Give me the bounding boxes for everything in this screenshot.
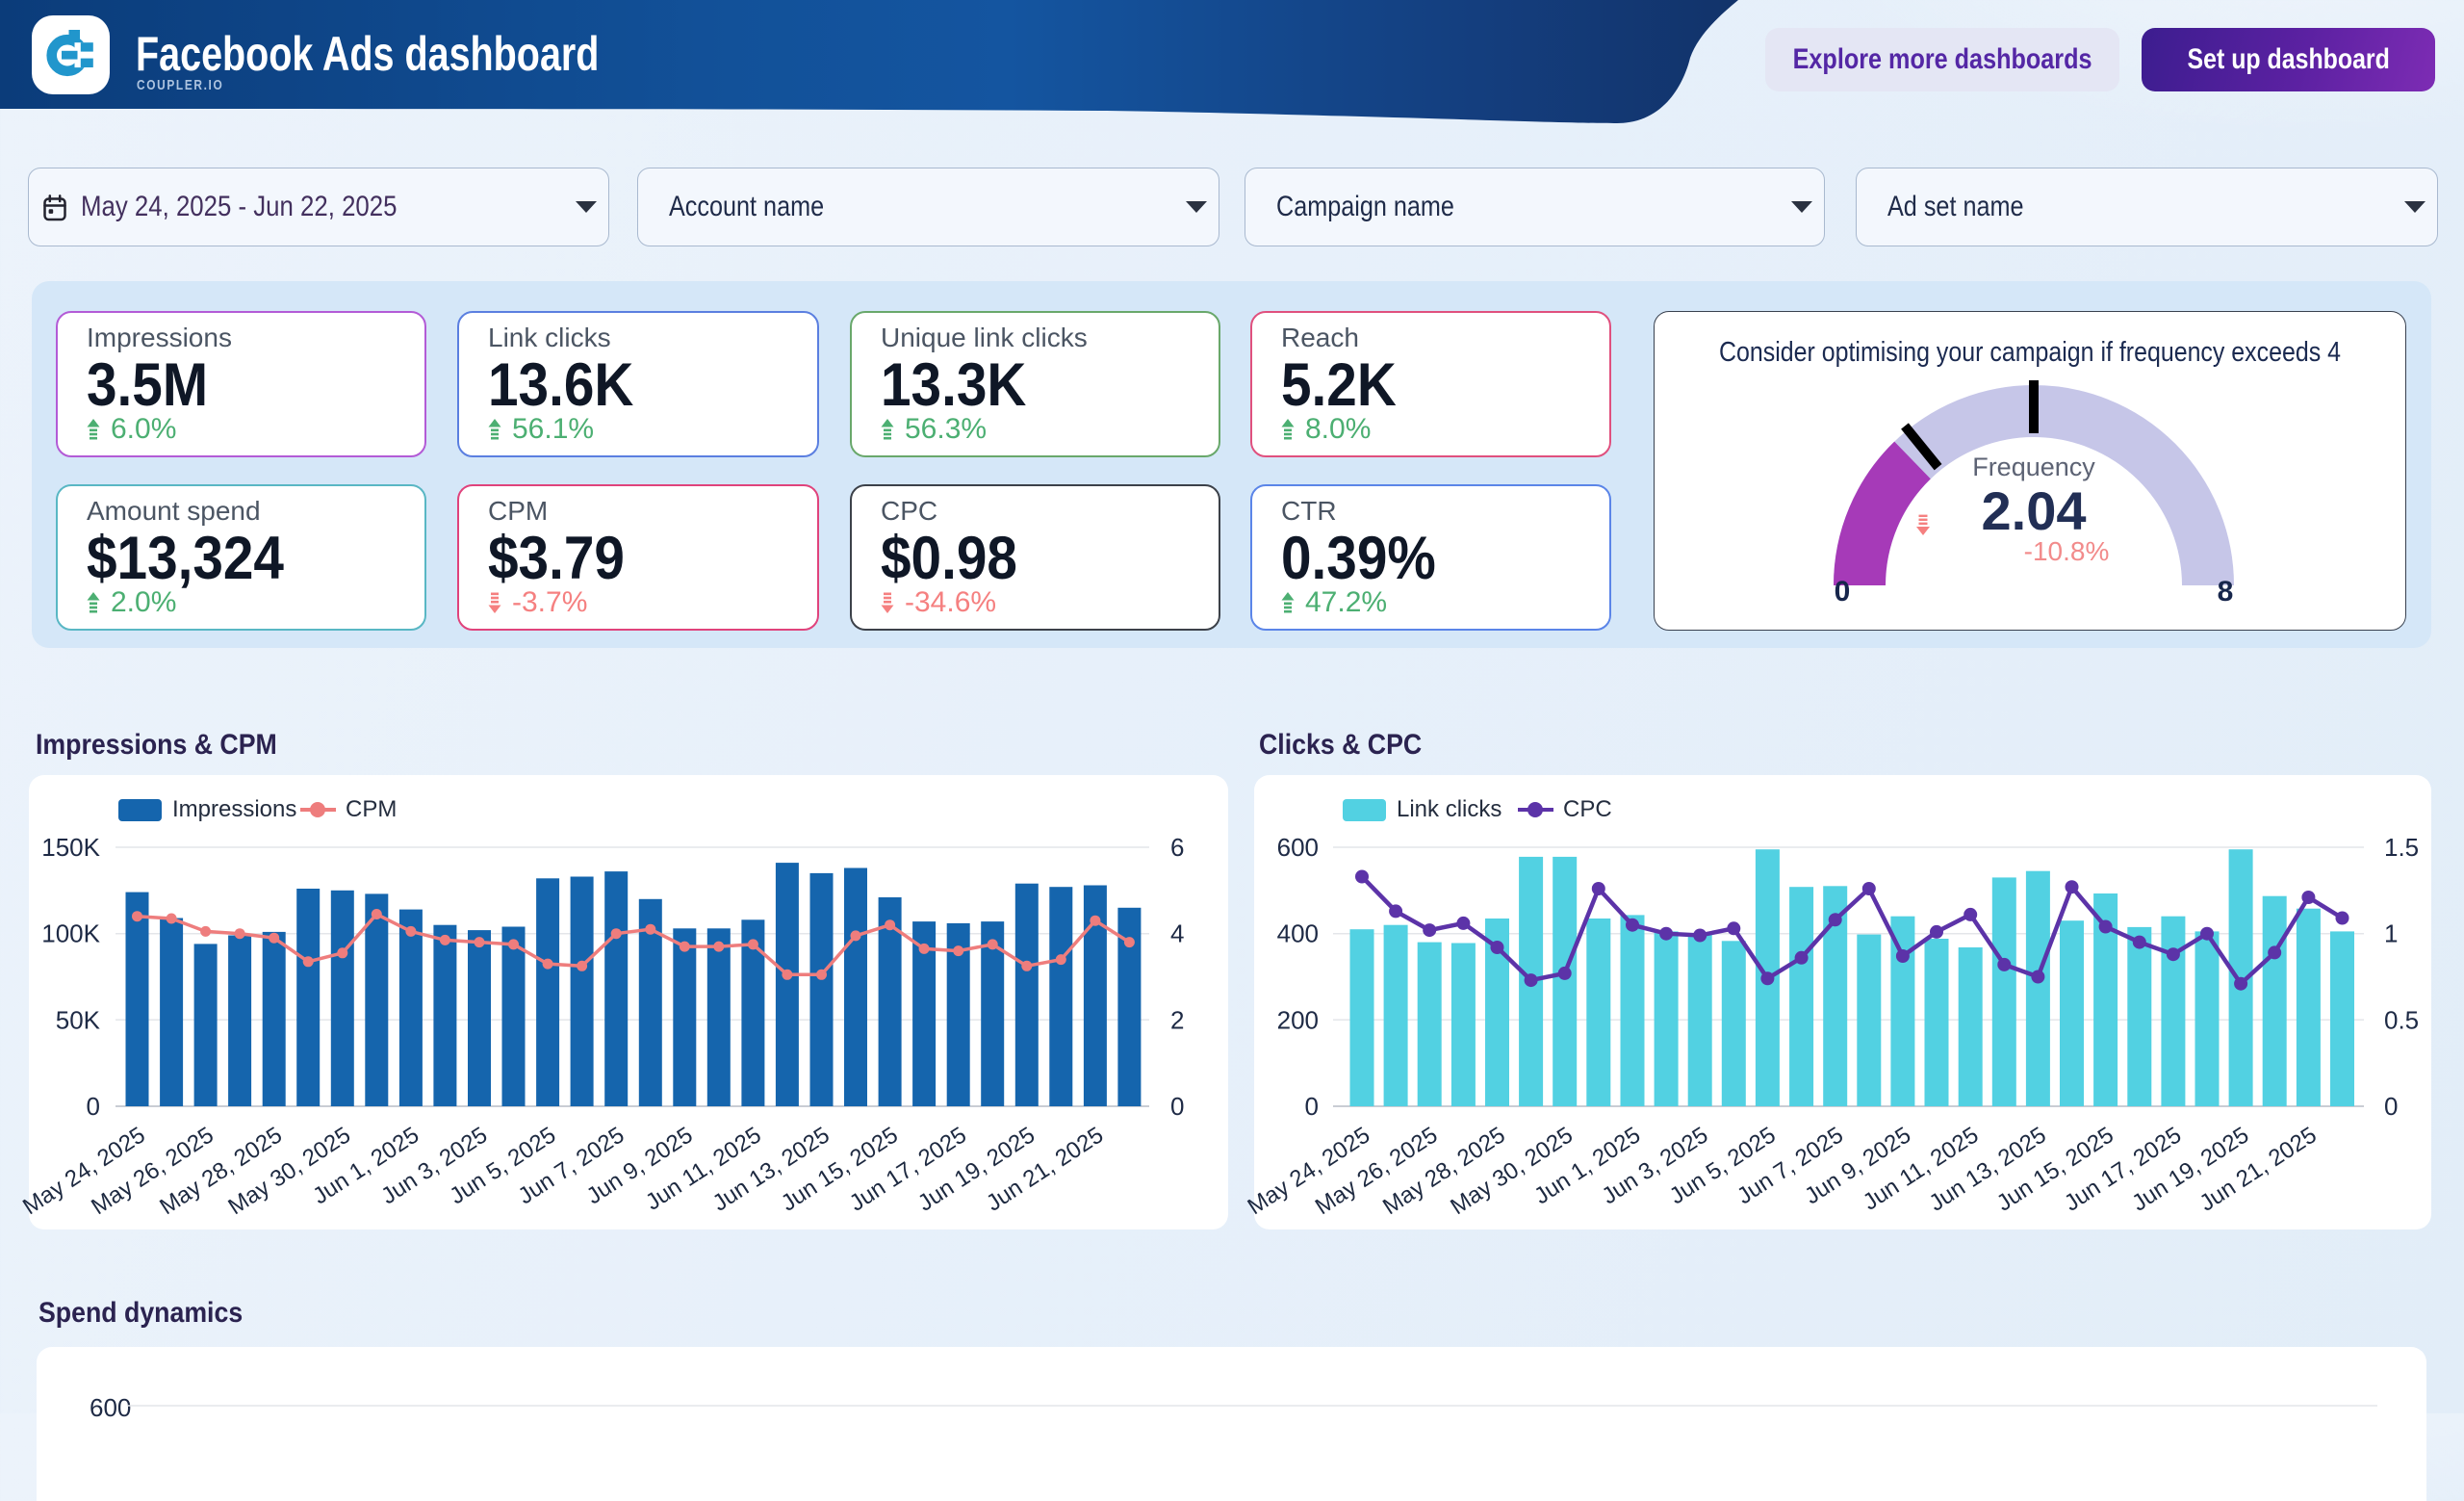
svg-text:2.04: 2.04 (1982, 480, 2087, 541)
svg-text:0.5: 0.5 (2384, 1005, 2419, 1034)
svg-text:0: 0 (87, 1092, 100, 1121)
svg-text:0: 0 (1170, 1092, 1184, 1121)
svg-text:0: 0 (1305, 1092, 1319, 1121)
svg-text:0: 0 (1835, 576, 1851, 608)
svg-text:50K: 50K (56, 1005, 101, 1034)
svg-text:Impressions: Impressions (172, 796, 296, 822)
svg-text:4: 4 (1170, 919, 1184, 948)
svg-text:-10.8%: -10.8% (2024, 536, 2110, 566)
svg-text:Jun 21, 2025: Jun 21, 2025 (982, 1122, 1108, 1216)
svg-text:6: 6 (1170, 833, 1184, 862)
svg-text:100K: 100K (41, 919, 100, 948)
svg-text:CPM: CPM (346, 796, 397, 822)
svg-text:400: 400 (1277, 919, 1319, 948)
svg-text:600: 600 (90, 1393, 131, 1422)
svg-text:Link clicks: Link clicks (1397, 796, 1502, 822)
svg-text:150K: 150K (41, 833, 100, 862)
svg-text:CPC: CPC (1563, 796, 1612, 822)
svg-text:8: 8 (2218, 576, 2234, 608)
svg-text:200: 200 (1277, 1005, 1319, 1034)
svg-text:1: 1 (2384, 919, 2398, 948)
svg-text:1.5: 1.5 (2384, 833, 2419, 862)
svg-text:600: 600 (1277, 833, 1319, 862)
svg-text:0: 0 (2384, 1092, 2398, 1121)
svg-text:2: 2 (1170, 1005, 1184, 1034)
svg-text:Frequency: Frequency (1972, 453, 2095, 481)
